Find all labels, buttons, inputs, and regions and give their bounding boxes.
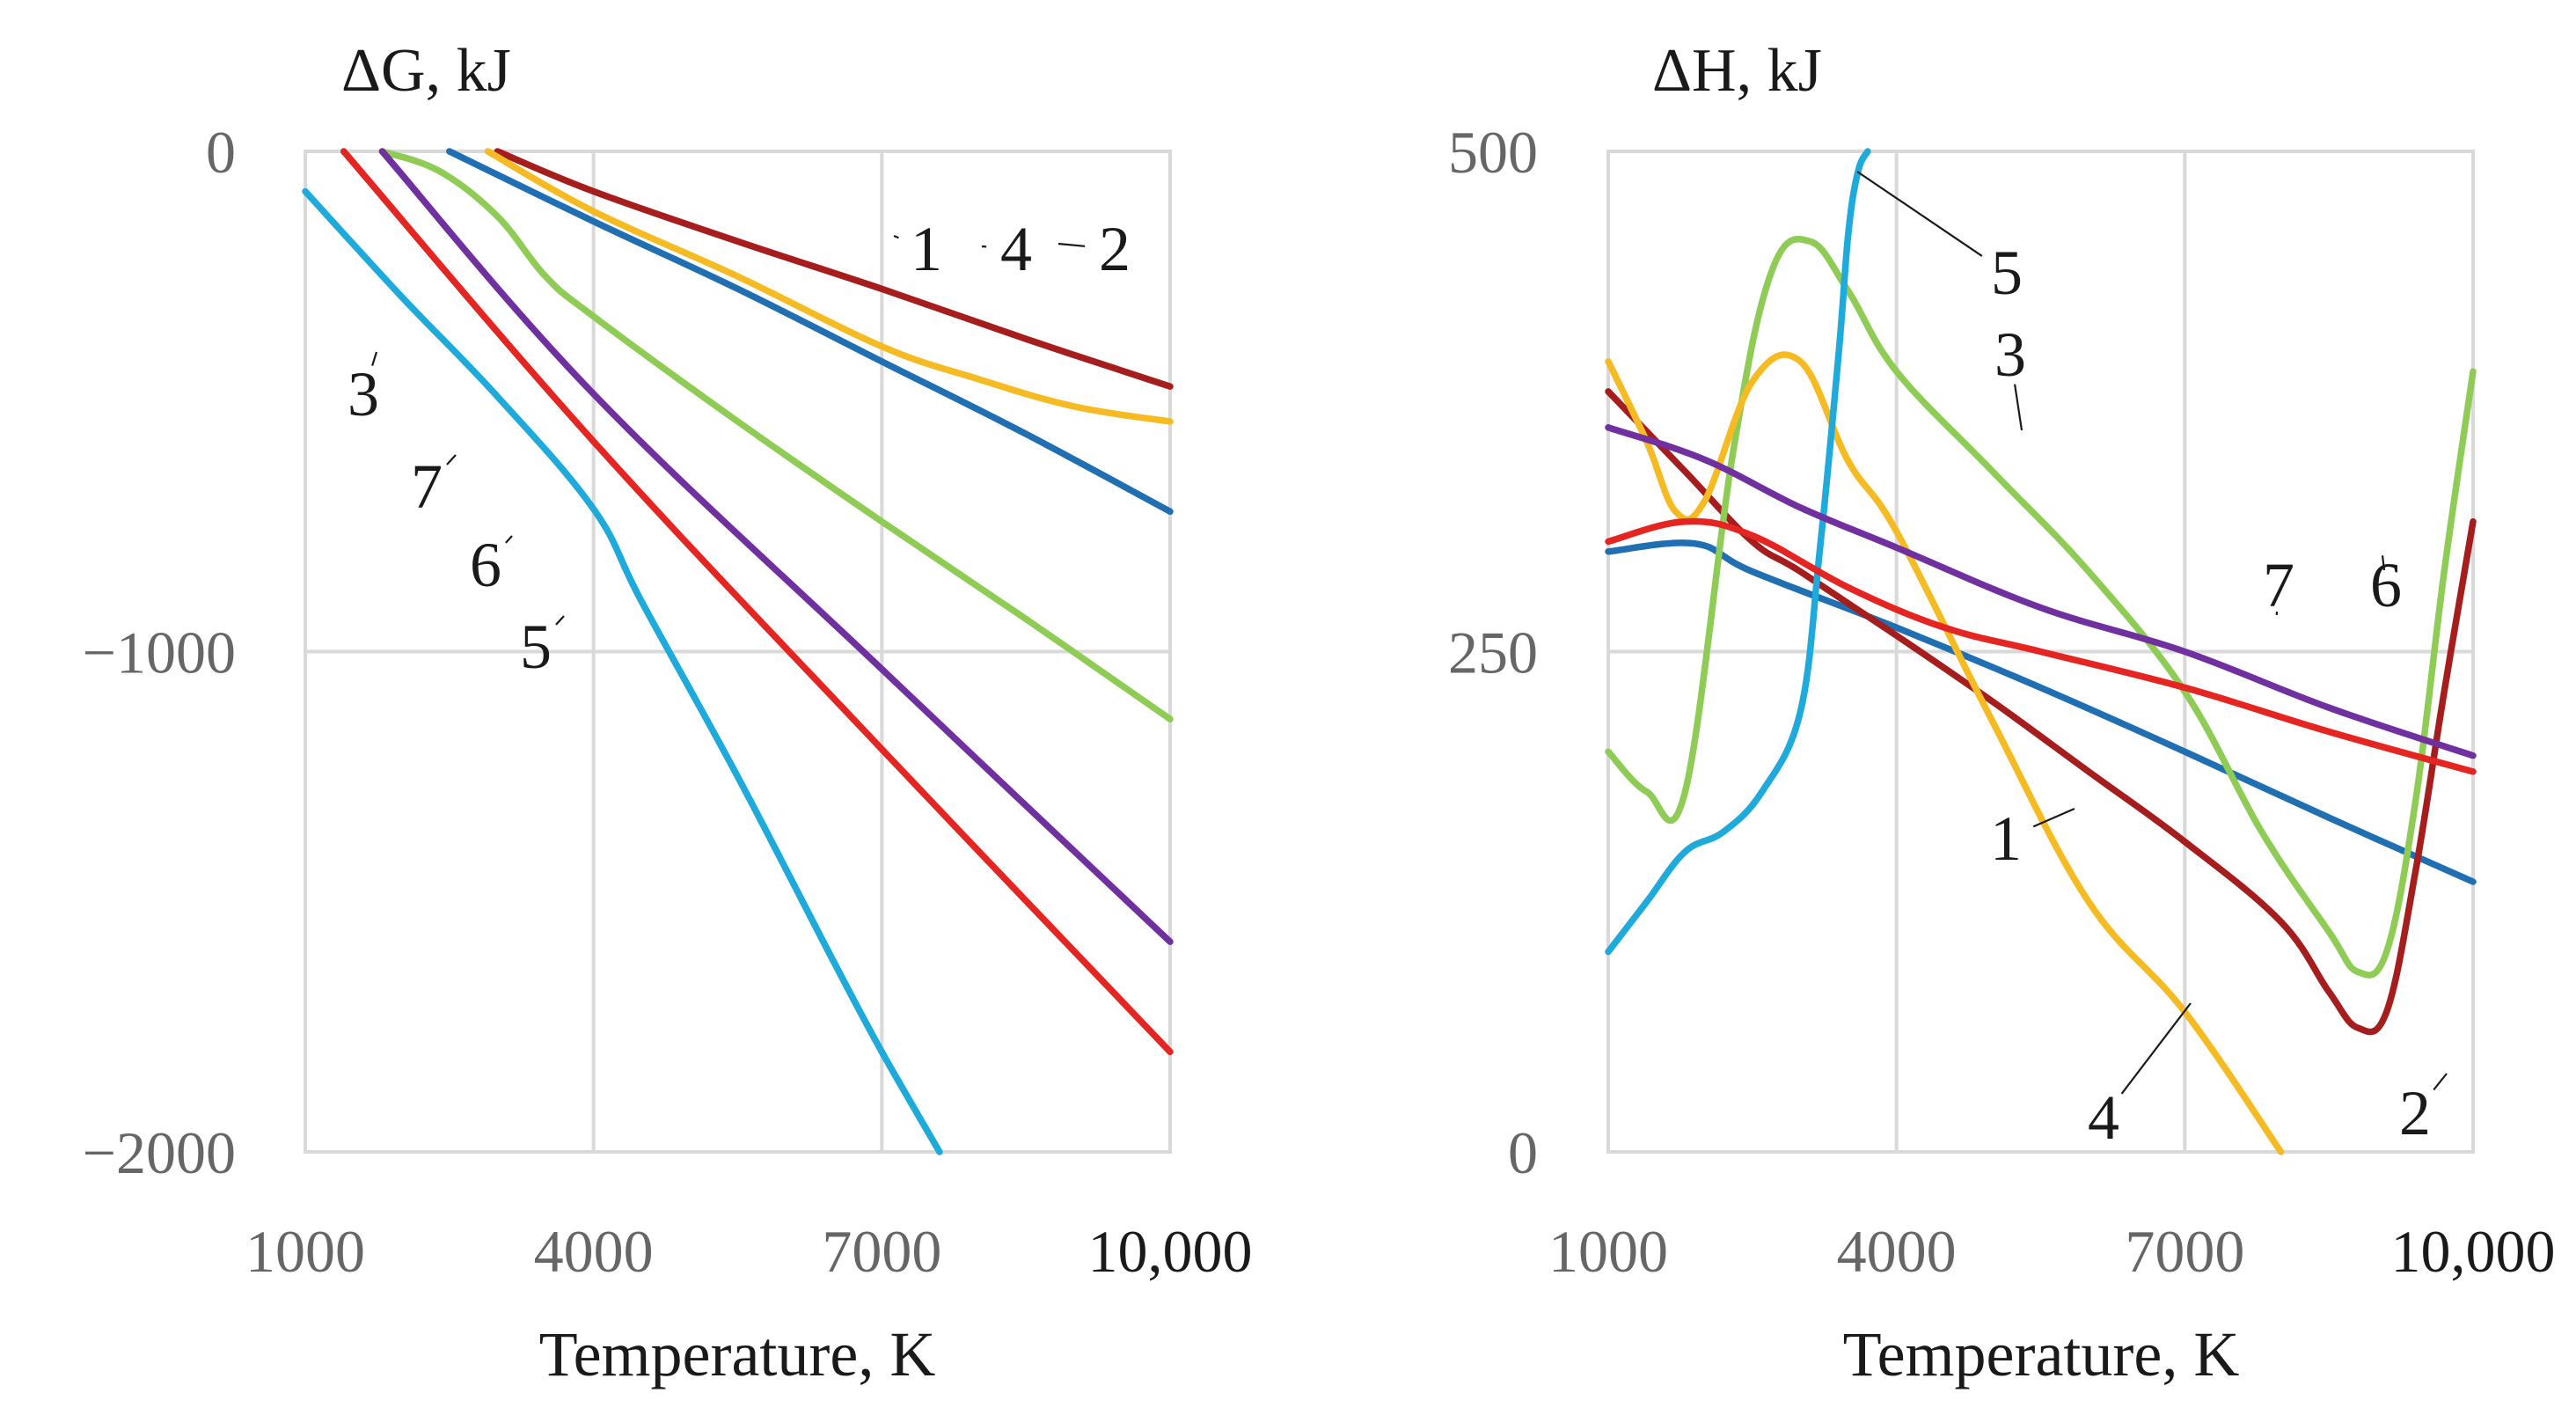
callout-label-3: 3 <box>1994 319 2026 390</box>
y-tick-label: 0 <box>1508 1119 1538 1186</box>
series-line-4 <box>484 148 1174 425</box>
callout-leader-2 <box>2433 1073 2448 1091</box>
x-tick-label: 1000 <box>1548 1218 1668 1285</box>
series-line-1 <box>446 148 1174 516</box>
series-line-5 <box>302 187 943 1155</box>
y-axis-label: ΔH, kJ <box>1652 37 1822 105</box>
chart-delta-h: 1000 4000 7000 10,000 500 250 0 ΔH, kJ Temperatu… <box>1448 37 2556 1389</box>
plot-frame <box>1606 150 2475 1154</box>
series-line-7 <box>378 148 1174 945</box>
callout-leader-7 <box>446 454 457 466</box>
callout-leader-5 <box>1856 171 1983 257</box>
plot-frame <box>304 150 1172 1154</box>
x-tick-label: 10,000 <box>2391 1218 2556 1285</box>
callout-leader-5 <box>555 615 565 626</box>
y-axis-label: ΔG, kJ <box>341 37 511 105</box>
series-line-6 <box>340 148 1174 1056</box>
callout-label-6: 6 <box>470 530 501 600</box>
series-line-3 <box>378 148 1174 722</box>
callout-leader-1 <box>893 234 899 239</box>
series-line-4 <box>1605 351 2285 1155</box>
callout-label-7: 7 <box>2263 550 2294 620</box>
y-tick-label: 500 <box>1448 119 1538 186</box>
callout-label-5: 5 <box>520 612 552 682</box>
x-axis-label: Temperature, K <box>539 1319 936 1389</box>
callout-label-1: 1 <box>1990 803 2022 874</box>
callout-leader-6 <box>505 535 513 544</box>
callout-leader-6 <box>2381 555 2386 571</box>
series-line-2 <box>494 148 1174 390</box>
chart-delta-g: 1000 4000 7000 10,000 0 −1000 −2000 ΔG, kJ Tempe… <box>83 37 1253 1389</box>
callout-leader-2 <box>1057 242 1086 247</box>
series-line-6 <box>1605 517 2477 775</box>
y-tick-label: −2000 <box>83 1119 236 1186</box>
callout-leader-1 <box>2032 807 2075 828</box>
x-tick-label: 7000 <box>822 1218 941 1285</box>
x-tick-label: 4000 <box>1837 1218 1957 1285</box>
series-line-7 <box>1605 424 2477 759</box>
callout-label-2: 2 <box>2399 1078 2431 1148</box>
series-line-5 <box>1605 148 1871 956</box>
x-axis-label: Temperature, K <box>1843 1319 2240 1389</box>
callout-label-1: 1 <box>911 214 942 284</box>
callout-label-4: 4 <box>1000 214 1032 284</box>
x-tick-label: 4000 <box>534 1218 654 1285</box>
x-tick-label: 7000 <box>2125 1218 2244 1285</box>
y-tick-label: 0 <box>206 119 236 186</box>
series-line-2 <box>1605 388 2477 1036</box>
callout-label-3: 3 <box>348 359 379 429</box>
callout-leader-4 <box>2120 1002 2192 1095</box>
series-line-3 <box>1605 236 2477 979</box>
callout-leader-3 <box>371 351 378 366</box>
series-group <box>1605 148 2477 1155</box>
callout-label-4: 4 <box>2088 1082 2119 1153</box>
x-tick-label: 10,000 <box>1088 1218 1253 1285</box>
callout-label-2: 2 <box>1099 214 1131 284</box>
callout-label-7: 7 <box>411 451 443 522</box>
callout-label-5: 5 <box>1991 238 2023 308</box>
y-tick-label: 250 <box>1448 620 1538 686</box>
y-tick-label: −1000 <box>83 620 236 686</box>
callout-label-6: 6 <box>2370 550 2402 620</box>
series-group <box>302 148 1174 1155</box>
x-tick-label: 1000 <box>245 1218 365 1285</box>
callout-leader-3 <box>2013 384 2023 431</box>
